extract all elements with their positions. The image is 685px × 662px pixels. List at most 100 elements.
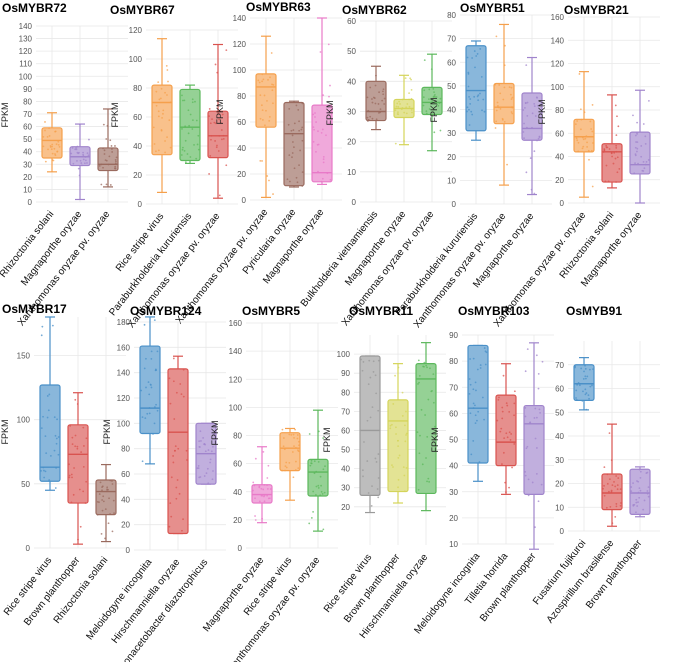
- data-point: [647, 159, 650, 161]
- data-point: [143, 323, 146, 326]
- box-3: [421, 53, 443, 152]
- data-point: [293, 167, 296, 170]
- data-point: [195, 157, 198, 160]
- data-point: [204, 450, 207, 453]
- data-point: [639, 476, 642, 479]
- data-point: [54, 434, 57, 437]
- data-point: [225, 49, 228, 52]
- data-point: [182, 146, 184, 149]
- data-point: [147, 381, 150, 384]
- data-point: [608, 432, 611, 435]
- data-point: [591, 104, 594, 106]
- data-point: [616, 484, 619, 487]
- data-point: [483, 418, 485, 421]
- data-point: [200, 440, 202, 442]
- box-iqr: [495, 394, 517, 467]
- data-point: [114, 160, 117, 163]
- data-point: [261, 160, 263, 162]
- data-point: [315, 470, 318, 473]
- data-point: [179, 383, 182, 385]
- data-point: [510, 111, 513, 113]
- data-point: [271, 83, 273, 86]
- data-point: [153, 143, 156, 145]
- data-point: [164, 151, 166, 154]
- data-point: [46, 416, 49, 419]
- panel-osmybr103: OsMYBR103102030405060708090FPKMMeloidogy…: [412, 304, 554, 636]
- data-point: [325, 134, 327, 137]
- y-tick-label: 20: [23, 173, 32, 182]
- data-point: [152, 126, 155, 129]
- data-point: [252, 481, 255, 484]
- data-point: [203, 443, 206, 445]
- data-point: [524, 102, 527, 104]
- box-2: [279, 427, 301, 501]
- data-point: [397, 445, 400, 448]
- data-point: [635, 141, 637, 143]
- data-point: [405, 467, 408, 469]
- data-point: [172, 380, 175, 383]
- data-point: [581, 136, 584, 139]
- data-point: [497, 106, 500, 109]
- data-point: [635, 498, 638, 501]
- box-3: [629, 89, 651, 204]
- data-point: [207, 482, 210, 485]
- data-point: [618, 168, 621, 170]
- chart-title: OsMYBR17: [2, 302, 67, 316]
- data-point: [105, 138, 108, 140]
- data-point: [540, 483, 543, 486]
- panel-osmybr11: OsMYBR11 20 30 40 50 60 70 80 90 100 FPKM Rice stri…: [322, 304, 446, 641]
- data-point: [495, 109, 498, 112]
- data-point: [499, 430, 502, 433]
- data-point: [312, 113, 315, 116]
- data-point: [404, 77, 407, 79]
- data-point: [173, 418, 176, 420]
- y-tick-label: 50: [21, 480, 30, 489]
- data-point: [426, 435, 429, 438]
- data-point: [329, 84, 331, 87]
- data-point: [157, 81, 160, 84]
- data-point: [466, 56, 469, 59]
- data-point: [615, 505, 618, 508]
- data-point: [101, 499, 104, 501]
- data-point: [258, 81, 261, 84]
- data-point: [391, 423, 393, 426]
- data-point: [148, 412, 151, 415]
- chart-title: OsMYBR62: [342, 3, 407, 17]
- data-point: [86, 152, 89, 155]
- data-point: [144, 417, 147, 420]
- data-point: [191, 119, 194, 122]
- data-point: [312, 126, 315, 129]
- data-point: [298, 129, 301, 132]
- data-point: [320, 131, 323, 134]
- data-point: [42, 466, 45, 469]
- y-axis-label: FPKM: [215, 99, 225, 124]
- data-point: [177, 447, 180, 450]
- data-point: [100, 163, 103, 166]
- data-point: [291, 156, 293, 159]
- data-point: [205, 472, 208, 475]
- data-point: [524, 474, 527, 477]
- data-point: [169, 502, 172, 505]
- data-point: [502, 451, 505, 454]
- data-point: [369, 86, 372, 89]
- data-point: [471, 57, 474, 59]
- data-point: [265, 109, 267, 112]
- data-point: [293, 436, 295, 439]
- data-point: [427, 477, 430, 480]
- data-point: [102, 166, 104, 169]
- y-axis-label: FPKM: [102, 419, 112, 444]
- data-point: [217, 150, 220, 152]
- data-point: [254, 457, 257, 460]
- data-point: [398, 100, 401, 103]
- data-point: [55, 442, 58, 445]
- y-tick-label: 70: [449, 383, 458, 392]
- data-point: [522, 131, 525, 133]
- data-point: [428, 480, 431, 483]
- data-point: [51, 152, 54, 155]
- data-point: [53, 147, 56, 150]
- data-point: [281, 469, 284, 472]
- data-point: [418, 374, 421, 377]
- data-point: [82, 153, 85, 156]
- data-point: [291, 134, 294, 137]
- data-point: [374, 102, 377, 105]
